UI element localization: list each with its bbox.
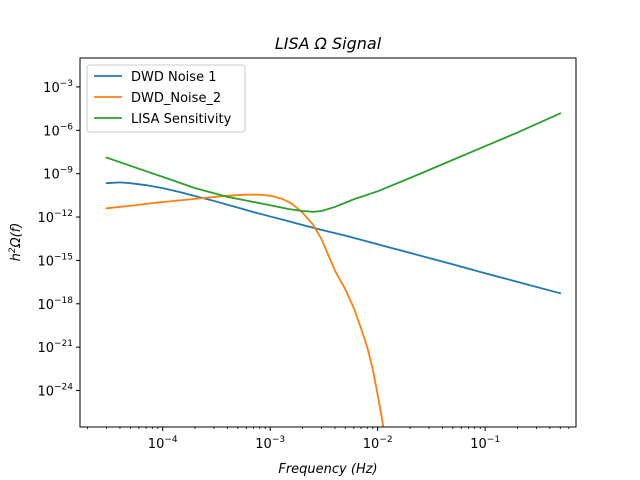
x-tick-label-3: 10−1: [470, 435, 500, 452]
y-axis-label-base: h: [9, 253, 24, 261]
series-line-2: [105, 112, 562, 213]
y-axis-label-rest: Ω(f): [9, 223, 24, 249]
series-layer: [105, 112, 562, 427]
x-axis-ticks: 10−4 10−3 10−2 10−1: [148, 427, 500, 452]
plot-frame: [79, 57, 577, 428]
chart-title: LISA Ω Signal: [275, 34, 382, 53]
legend-box: [86, 64, 246, 133]
x-tick-label-2: 10−2: [363, 435, 393, 452]
x-minor-ticks: [87, 427, 570, 429]
y-axis-label-exponent: 2: [8, 247, 18, 253]
y-tick-label-6: 10−6: [43, 122, 73, 139]
y-axis-ticks: 10−24 10−21 10−18 10−15 10−12 10−9 10−6 10−3: [37, 79, 80, 400]
y-tick-label-1: 10−21: [37, 339, 73, 356]
x-tick-label-0: 10−4: [148, 435, 178, 452]
legend-label-dwd-noise-2: DWD_Noise_2: [131, 91, 221, 106]
legend: DWD Noise 1 DWD_Noise_2 LISA Sensitivity: [86, 64, 246, 133]
series-line-0: [105, 181, 562, 295]
x-axis-label: Frequency (Hz): [278, 462, 377, 477]
y-axis-label: h2Ω(f): [8, 223, 24, 262]
y-tick-label-2: 10−18: [37, 296, 73, 313]
legend-label-dwd-noise-1: DWD Noise 1: [131, 70, 216, 85]
y-tick-label-7: 10−3: [43, 79, 73, 96]
series-line-1: [105, 193, 385, 427]
x-tick-label-1: 10−3: [255, 435, 285, 452]
y-tick-label-3: 10−15: [37, 252, 73, 269]
y-tick-label-0: 10−24: [37, 383, 73, 400]
y-tick-label-4: 10−12: [37, 209, 73, 226]
legend-label-lisa-sensitivity: LISA Sensitivity: [131, 112, 232, 127]
y-tick-label-5: 10−9: [43, 166, 73, 183]
